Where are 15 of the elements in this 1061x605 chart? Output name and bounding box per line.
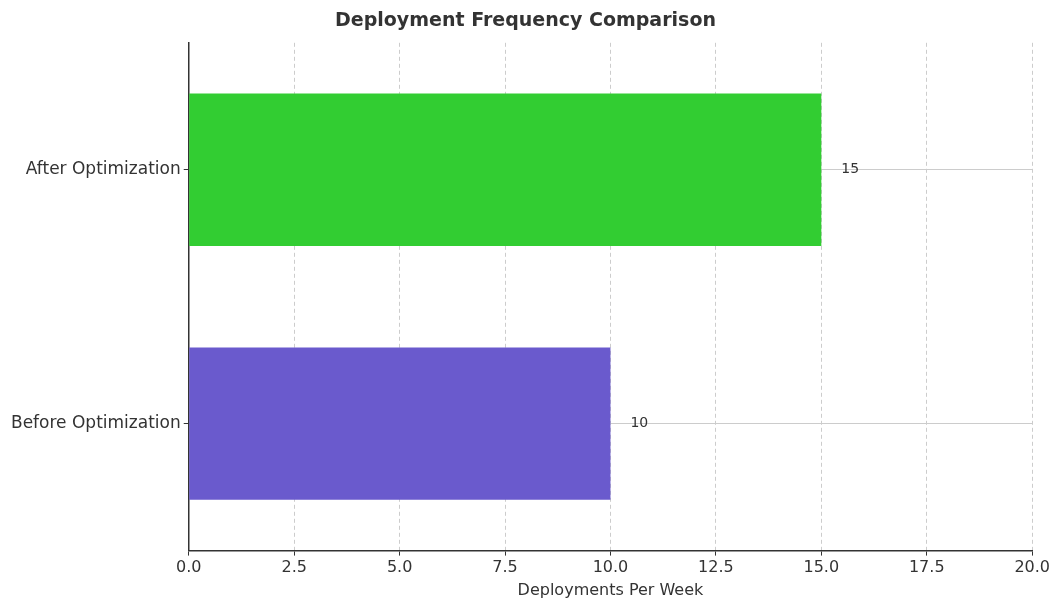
x-tick-label: 10.0 — [592, 557, 629, 577]
data-label: 15 — [841, 160, 860, 177]
x-tick-label: 17.5 — [908, 557, 945, 577]
x-axis-title: Deployments Per Week — [517, 579, 705, 599]
x-tick-label: 20.0 — [1014, 557, 1050, 577]
x-tick-label: 12.5 — [698, 557, 734, 577]
chart-title: Deployment Frequency Comparison — [335, 8, 716, 31]
x-tick-label: 7.5 — [492, 557, 518, 577]
y-tick-label: Before Optimization — [11, 412, 181, 433]
x-tick-label: 15.0 — [803, 557, 840, 577]
x-tick-label: 5.0 — [386, 557, 413, 577]
x-tick-label: 2.5 — [281, 557, 307, 577]
data-label: 10 — [630, 414, 649, 431]
x-tick-label: 0.0 — [176, 557, 202, 577]
y-tick-label: After Optimization — [25, 158, 181, 179]
